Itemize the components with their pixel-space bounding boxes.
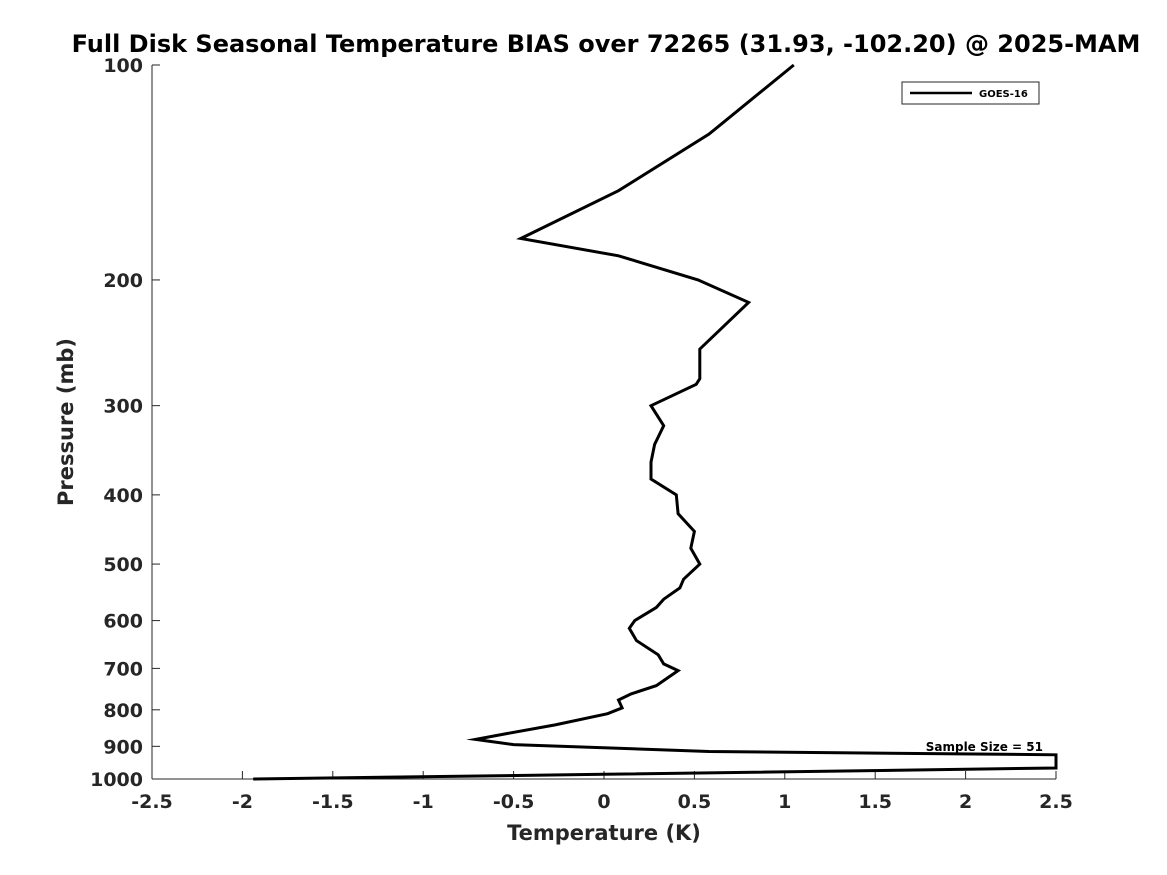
y-tick-label: 900: [103, 736, 143, 758]
y-tick-label: 400: [103, 485, 143, 507]
y-tick-label: 300: [103, 396, 143, 418]
x-tick-label: 1.5: [858, 791, 892, 813]
series-line-goes-16: [253, 63, 1058, 781]
y-tick-label: 700: [103, 658, 143, 680]
x-tick-label: 2: [959, 791, 972, 813]
x-tick-label: 0: [597, 791, 610, 813]
y-ticks: 100 200 300 400 500 600 700 800 900 1000: [90, 55, 160, 791]
y-tick-label: 600: [103, 611, 143, 633]
x-tick-label: -0.5: [493, 791, 535, 813]
y-tick-label: 200: [103, 270, 143, 292]
chart-title: Full Disk Seasonal Temperature BIAS over…: [72, 30, 1141, 58]
x-tick-label: 1: [778, 791, 791, 813]
y-tick-label: 800: [103, 700, 143, 722]
x-tick-label: -2: [232, 791, 253, 813]
y-tick-label: 100: [103, 55, 143, 77]
sample-size-annotation: Sample Size = 51: [926, 740, 1043, 754]
x-tick-label: -1.5: [312, 791, 354, 813]
x-ticks: -2.5 -2 -1.5 -1 -0.5 0 0.5 1 1.5 2 2.5: [131, 771, 1073, 813]
x-tick-label: 2.5: [1039, 791, 1073, 813]
x-axis-label: Temperature (K): [507, 821, 701, 845]
x-tick-label: 0.5: [678, 791, 712, 813]
series-layer: [253, 63, 1058, 781]
legend-label-goes-16: GOES-16: [979, 89, 1028, 100]
x-tick-label: -1: [413, 791, 434, 813]
y-tick-label: 500: [103, 554, 143, 576]
y-axis-label: Pressure (mb): [54, 338, 78, 506]
legend[interactable]: GOES-16: [901, 81, 1040, 105]
x-tick-label: -2.5: [131, 791, 173, 813]
y-tick-label: 1000: [90, 769, 143, 791]
plot-area: [151, 65, 1056, 780]
